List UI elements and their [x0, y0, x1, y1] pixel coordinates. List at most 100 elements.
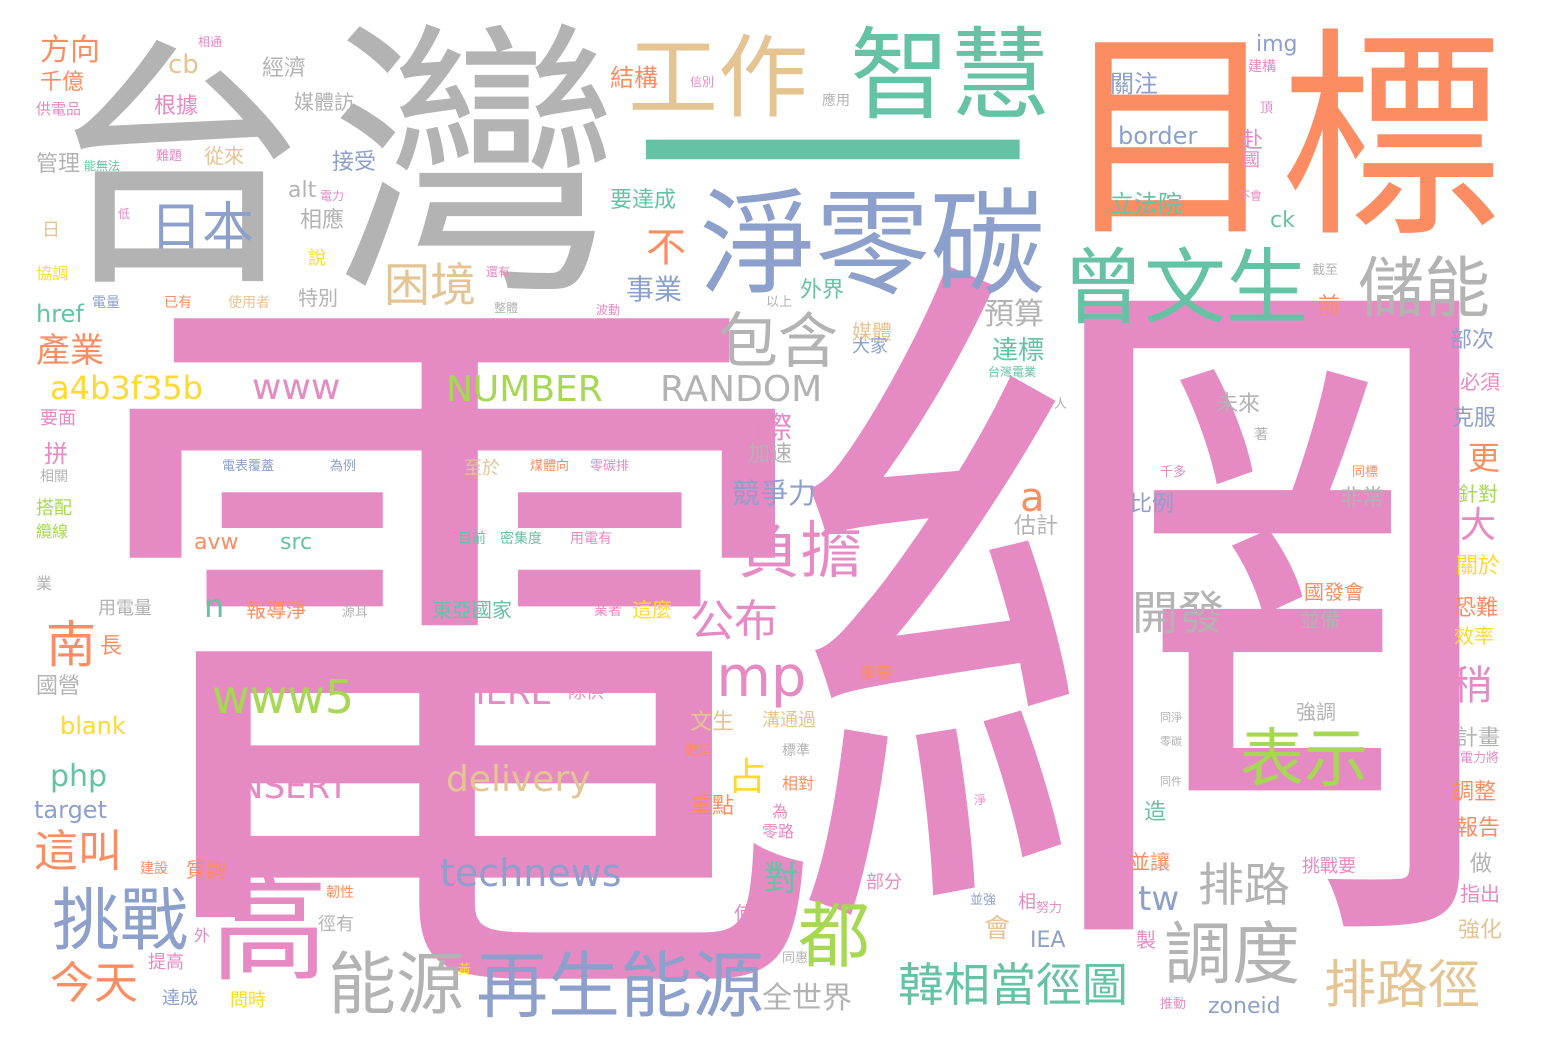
- word-qianduo: 千多: [1160, 465, 1187, 480]
- word-zaishengnengyuan: 再生能源: [476, 944, 765, 1028]
- word-conglai: 從來: [204, 144, 244, 168]
- word-yusuan: 預算: [984, 297, 1044, 332]
- word-tongbiao: 同標: [1352, 465, 1379, 480]
- word-zhongyao: 重要: [860, 664, 893, 683]
- word-biaoshi: 表示: [1240, 723, 1368, 797]
- word-zhixun: 質詢: [186, 858, 226, 882]
- word-baogao: 報告: [1456, 816, 1501, 841]
- word-jieshou: 接受: [332, 150, 377, 175]
- word-midu: 密集度: [500, 531, 542, 547]
- word-www5: www5: [212, 670, 355, 724]
- word-xieliao: 協調: [36, 264, 69, 283]
- word-fangxiang: 方向: [40, 33, 100, 68]
- word-avw: avw: [194, 530, 239, 555]
- word-xinzhi: 信別: [690, 75, 715, 89]
- word-nuli: 努力: [1036, 901, 1063, 916]
- word-jiasu: 加速: [748, 442, 793, 467]
- word-jihua: 計畫: [1456, 726, 1501, 751]
- word-tiaozheng: 調整: [1452, 780, 1497, 805]
- word-liandao: 電力: [320, 189, 345, 203]
- word-gao: 高: [210, 860, 329, 998]
- word-meitifang: 媒體訪: [294, 90, 354, 114]
- word-bixu: 必須: [1460, 370, 1500, 394]
- word-target: target: [34, 796, 107, 824]
- word-dou: 都: [798, 894, 871, 978]
- word-baohan: 包含: [718, 307, 838, 377]
- word-fu: 赴: [1237, 128, 1262, 150]
- word-renxing: 韌性: [326, 885, 354, 901]
- word-jiezhi: 截至: [1312, 263, 1339, 278]
- word-yongdianliang: 用電量: [98, 598, 152, 619]
- word-bodong: 波動: [596, 303, 621, 317]
- word-shiyongzhe: 使用者: [228, 295, 270, 311]
- word-jinghao: 徑有: [318, 914, 354, 935]
- word-zuo: 做: [1470, 852, 1493, 877]
- word-tiaozhan: 挑戰: [52, 882, 189, 961]
- word-tuidong: 推動: [1160, 997, 1187, 1012]
- word-zhihui: 智慧: [850, 17, 1050, 134]
- word-gongye: 業者: [594, 603, 622, 619]
- word-haiyou: 還有: [486, 265, 511, 279]
- word-jing2: 淨: [974, 793, 987, 807]
- word-kongnan: 恐難: [1454, 596, 1499, 621]
- word-yishang: 以上: [766, 295, 793, 310]
- word-tigao: 提高: [148, 952, 184, 973]
- word-guanyu: 關於: [1456, 554, 1501, 579]
- word-a: a: [1020, 475, 1045, 521]
- word-hui: 會: [984, 914, 1011, 944]
- word-zhendui: 針對: [1458, 482, 1498, 506]
- word-ri: 日: [42, 220, 60, 241]
- word-huang: 黃: [458, 963, 472, 978]
- word-nan: 南: [46, 616, 96, 674]
- word-xiangtong: 相通: [198, 35, 223, 49]
- word-tebie: 特別: [298, 286, 338, 310]
- word-www: www: [252, 367, 341, 408]
- word-dian: 電: [72, 220, 832, 1052]
- word-tiaodu: 調度: [1164, 916, 1301, 995]
- word-chang: 長: [100, 634, 123, 659]
- word-wan: 灣: [330, 0, 620, 335]
- word-technews: technews: [440, 851, 622, 895]
- word-meiti: 媒體: [852, 320, 892, 344]
- word-jinglingtan: 淨零碳: [700, 178, 1046, 312]
- word-bingrang: 並讓: [1130, 850, 1170, 874]
- word-guanzhu: 關注: [1110, 70, 1158, 98]
- word-lingtan2: 零碳: [1160, 735, 1182, 748]
- word-zoneid: zoneid: [1208, 994, 1281, 1019]
- word-insert: INSERT: [228, 767, 349, 807]
- word-ye: 業: [36, 574, 53, 593]
- word-guoying: 國營: [36, 674, 81, 699]
- word-buhui: 不會: [1238, 189, 1263, 203]
- word-mu: 目: [1060, 10, 1282, 268]
- word-jintian: 今天: [50, 958, 138, 1009]
- word-tonghui: 同惠: [782, 951, 809, 966]
- word-guofahui: 國發會: [1304, 580, 1364, 604]
- word-tongjian: 同件: [1160, 775, 1182, 788]
- word-yingyong: 應用: [822, 93, 850, 109]
- word-gongzuo: 工作: [628, 26, 808, 131]
- word-jiegou2: 建構: [1248, 59, 1276, 75]
- word-xiaolv: 效率: [1454, 624, 1494, 648]
- word-blank: blank: [60, 712, 126, 740]
- word-tongjing: 同淨: [1160, 711, 1182, 724]
- word-guoji: 國際: [732, 411, 792, 446]
- word-da: 大: [1460, 505, 1497, 546]
- word-meiliang: 煤體向: [530, 459, 570, 474]
- word-tw: tw: [1138, 879, 1180, 919]
- word-zhiyu: 至於: [464, 458, 500, 479]
- word-buci: 部次: [1450, 328, 1495, 353]
- word-wei: 為: [772, 802, 789, 821]
- word-gongdianpin: 供電品: [36, 100, 82, 118]
- word-zao: 造: [1144, 800, 1167, 825]
- word-tongshi: 同時: [308, 854, 348, 878]
- word-feichang: 非常: [1340, 486, 1385, 511]
- word-kaifa: 開發: [1132, 586, 1224, 640]
- word-border: border: [1118, 122, 1198, 150]
- word-di: 低: [118, 207, 131, 221]
- word-yi: 一: [628, 20, 1037, 300]
- word-mudi: 目前: [458, 531, 486, 547]
- word-ren: 人: [1054, 397, 1068, 412]
- word-zhu: 著: [1254, 427, 1268, 443]
- word-goutong: 溝通過: [762, 710, 816, 731]
